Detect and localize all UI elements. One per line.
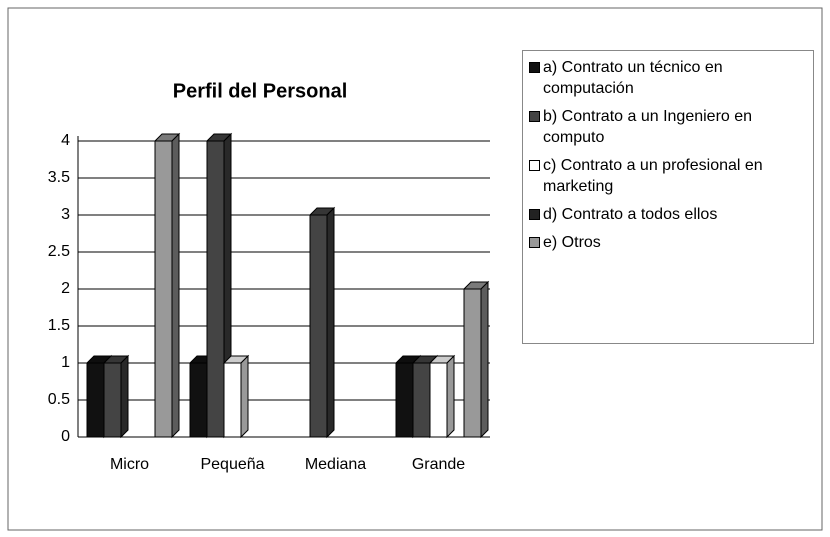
legend-label: a) Contrato un técnico en computación bbox=[543, 59, 723, 97]
bar bbox=[429, 362, 448, 438]
legend-label: d) Contrato a todos ellos bbox=[543, 206, 718, 223]
legend-item: b) Contrato a un Ingeniero en computo bbox=[527, 106, 809, 148]
y-tick-label: 2.5 bbox=[48, 243, 70, 260]
y-tick-label: 3.5 bbox=[48, 169, 70, 186]
legend-item: d) Contrato a todos ellos bbox=[527, 204, 809, 225]
y-tick-label: 0 bbox=[61, 428, 70, 445]
legend-item: c) Contrato a un profesional en marketin… bbox=[527, 155, 809, 197]
bar bbox=[309, 214, 328, 438]
legend-swatch bbox=[529, 62, 540, 73]
bar bbox=[154, 140, 173, 438]
bar bbox=[86, 362, 105, 438]
legend-item: e) Otros bbox=[527, 232, 809, 253]
y-tick-label: 1.5 bbox=[48, 317, 70, 334]
legend-swatch bbox=[529, 111, 540, 122]
bar-side bbox=[240, 354, 249, 439]
legend: a) Contrato un técnico en computación b) … bbox=[522, 50, 814, 344]
chart-border bbox=[7, 7, 823, 531]
bar-side bbox=[326, 206, 335, 439]
y-tick-label: 0.5 bbox=[48, 391, 70, 408]
legend-item: a) Contrato un técnico en computación bbox=[527, 57, 809, 99]
y-tick-label: 1 bbox=[61, 354, 70, 371]
legend-swatch bbox=[529, 160, 540, 171]
legend-swatch bbox=[529, 237, 540, 248]
bar-side bbox=[120, 354, 129, 439]
bar-side bbox=[446, 354, 455, 439]
bar bbox=[223, 362, 242, 438]
bar-side bbox=[480, 280, 489, 439]
y-tick-label: 4 bbox=[61, 132, 70, 149]
bar bbox=[463, 288, 482, 438]
x-tick-label: Mediana bbox=[305, 456, 366, 473]
legend-label: c) Contrato a un profesional en marketin… bbox=[543, 157, 763, 195]
y-tick-label: 2 bbox=[61, 280, 70, 297]
chart-title: Perfil del Personal bbox=[173, 80, 348, 102]
bar bbox=[206, 140, 225, 438]
legend-swatch bbox=[529, 209, 540, 220]
bar bbox=[103, 362, 122, 438]
legend-label: b) Contrato a un Ingeniero en computo bbox=[543, 108, 753, 146]
y-tick-label: 3 bbox=[61, 206, 70, 223]
bar-side bbox=[171, 132, 180, 439]
x-tick-label: Pequeña bbox=[200, 456, 264, 473]
legend-label: e) Otros bbox=[543, 234, 601, 251]
bar bbox=[412, 362, 431, 438]
x-tick-label: Micro bbox=[110, 456, 149, 473]
x-tick-label: Grande bbox=[412, 456, 465, 473]
bar bbox=[189, 362, 208, 438]
bar bbox=[395, 362, 414, 438]
